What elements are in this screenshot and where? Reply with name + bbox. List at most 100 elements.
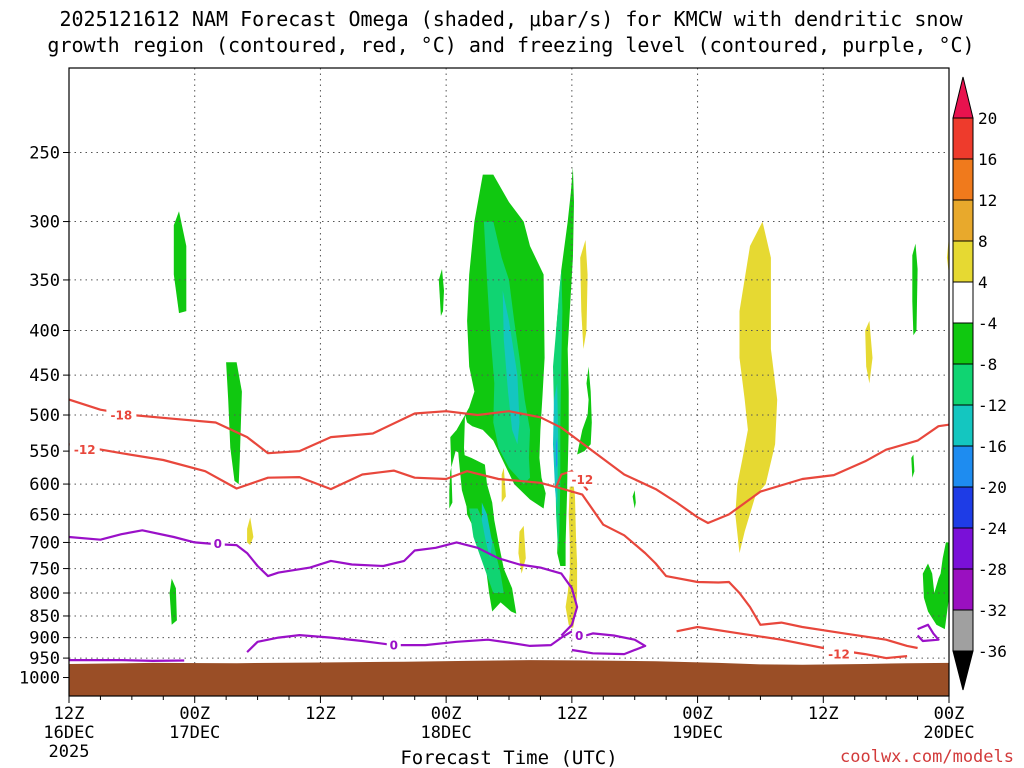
freezing-contour-label-bg	[572, 627, 587, 643]
chart-title-line1: 2025121612 NAM Forecast Omega (shaded, μ…	[59, 7, 963, 31]
omega-region	[518, 525, 526, 574]
x-tick-label: 20DEC	[923, 723, 974, 743]
freezing-contour	[916, 623, 940, 643]
dgz-contour-label: -12	[74, 443, 96, 457]
omega-region	[580, 240, 588, 349]
y-tick-label: 800	[29, 584, 60, 604]
y-tick-label: 750	[29, 560, 60, 580]
omega-region	[912, 243, 918, 336]
x-tick-label: 00Z	[682, 704, 713, 724]
dgz-contour-label: -18	[111, 409, 133, 423]
omega-region	[865, 320, 873, 384]
omega-region	[438, 269, 444, 316]
credit-text: coolwx.com/models	[840, 747, 1014, 767]
colorbar-bin	[952, 404, 974, 447]
chart-title-line2: growth region (contoured, red, °C) and f…	[47, 33, 974, 57]
colorbar-label: 20	[978, 109, 997, 128]
colorbar-top-arrow	[952, 76, 974, 119]
colorbar-label: -24	[978, 519, 1007, 538]
omega-region	[911, 454, 915, 478]
dgz-contour	[69, 398, 949, 525]
colorbar-label: -32	[978, 601, 1007, 620]
colorbar-label: -28	[978, 560, 1007, 579]
y-tick-label: 700	[29, 533, 60, 553]
y-tick-label: 300	[29, 213, 60, 233]
colorbar-bin	[952, 158, 974, 201]
omega-region	[173, 211, 187, 314]
dgz-contour	[676, 625, 908, 660]
y-tick-label: 550	[29, 442, 60, 462]
colorbar-bin	[952, 240, 974, 283]
dgz-contour-label-bg	[106, 407, 137, 423]
ground-terrain	[69, 660, 949, 696]
x-tick-label: 19DEC	[672, 723, 723, 743]
colorbar-bin	[952, 281, 974, 324]
freezing-contour-label-bg	[386, 637, 401, 653]
x-tick-label: 2025	[49, 742, 90, 762]
omega-region	[556, 437, 558, 468]
colorbar-label: -20	[978, 478, 1007, 497]
omega-region	[577, 366, 592, 455]
y-tick-label: 450	[29, 366, 60, 386]
colorbar-label: -16	[978, 437, 1007, 456]
freezing-contour-label: 0	[390, 639, 398, 653]
dgz-contour-label-bg	[69, 441, 100, 457]
dgz-contour-label-bg	[824, 646, 854, 662]
x-tick-label: 12Z	[305, 704, 336, 724]
y-axis: 2503003504004505005506006507007508008509…	[19, 144, 69, 689]
x-tick-label: 12Z	[808, 704, 839, 724]
contours: -18 -12 -12 -12 0 0 0	[69, 398, 949, 663]
colorbar-label: -4	[978, 314, 997, 333]
dgz-contour	[69, 443, 918, 650]
omega-region	[469, 508, 504, 593]
colorbar-bin	[952, 609, 974, 652]
omega-region	[556, 167, 574, 566]
colorbar-label: -36	[978, 642, 1007, 661]
x-tick-label: 18DEC	[421, 723, 472, 743]
x-tick-label: 17DEC	[169, 723, 220, 743]
ground-area	[69, 660, 949, 696]
omega-region	[501, 467, 506, 503]
colorbar-bottom-arrow	[952, 650, 974, 691]
colorbar-label: 16	[978, 150, 997, 169]
freezing-contour	[246, 630, 573, 653]
freezing-contour	[69, 658, 185, 663]
colorbar-bin	[952, 322, 974, 365]
x-tick-label: 16DEC	[43, 723, 94, 743]
x-tick-label: 00Z	[934, 704, 965, 724]
y-tick-label: 1000	[19, 669, 60, 689]
freezing-contour-label: 0	[214, 537, 222, 551]
y-tick-label: 850	[29, 607, 60, 627]
colorbar-bin	[952, 363, 974, 406]
omega-region	[502, 290, 520, 445]
x-tick-label: 12Z	[54, 704, 85, 724]
colorbar-bin	[952, 199, 974, 242]
y-tick-label: 950	[29, 649, 60, 669]
freezing-contour-label: 0	[575, 629, 583, 643]
omega-shading	[169, 167, 949, 630]
colorbar-label: -8	[978, 355, 997, 374]
omega-region	[169, 578, 177, 625]
y-tick-label: 350	[29, 271, 60, 291]
colorbar-bin	[952, 568, 974, 611]
x-axis-label: Forecast Time (UTC)	[400, 747, 617, 768]
y-tick-label: 250	[29, 144, 60, 164]
colorbar-label: 12	[978, 191, 997, 210]
omega-region	[247, 517, 254, 546]
dgz-contour-label: -12	[828, 648, 850, 662]
freezing-contour-label-bg	[210, 535, 225, 551]
y-tick-label: 600	[29, 475, 60, 495]
omega-region	[632, 490, 636, 509]
omega-region	[481, 502, 493, 559]
dgz-contour-label-bg	[567, 471, 598, 487]
colorbar-bin	[952, 445, 974, 488]
y-tick-label: 900	[29, 629, 60, 649]
colorbar-bin	[952, 527, 974, 570]
y-tick-label: 650	[29, 505, 60, 525]
colorbar-label: -12	[978, 396, 1007, 415]
colorbar: 20 16 12 8 4 -4 -8 -12 -16 -20 -24 -28 -32 -36	[952, 76, 1007, 691]
y-tick-label: 500	[29, 406, 60, 426]
x-tick-label: 00Z	[179, 704, 210, 724]
